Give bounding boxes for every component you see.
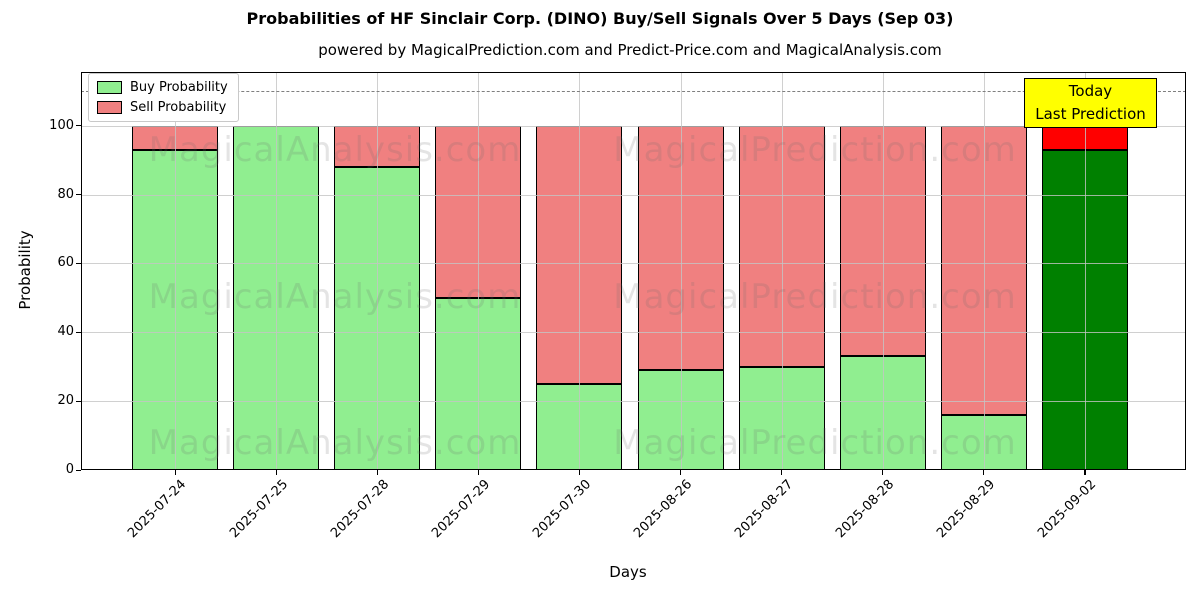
gridline-horizontal	[81, 194, 1186, 196]
chart-subtitle: powered by MagicalPrediction.com and Pre…	[318, 41, 942, 59]
gridline-vertical	[579, 72, 581, 470]
sell-color-swatch	[97, 101, 122, 114]
gridline-vertical	[478, 72, 480, 470]
legend-label-buy: Buy Probability	[130, 80, 228, 95]
x-tick-mark	[781, 470, 783, 475]
x-tick-label: 2025-07-25	[226, 477, 291, 542]
x-tick-label: 2025-07-28	[327, 477, 392, 542]
gridline-vertical	[680, 72, 682, 470]
y-tick-mark	[76, 125, 81, 127]
watermark-text: MagicalPrediction.com	[613, 130, 1017, 170]
x-tick-label: 2025-08-27	[732, 477, 797, 542]
legend-label-sell: Sell Probability	[130, 100, 227, 115]
x-tick-mark	[275, 470, 277, 475]
legend-entry-buy: Buy Probability	[97, 80, 228, 95]
y-tick-label: 80	[57, 186, 74, 202]
x-tick-label: 2025-07-30	[529, 477, 595, 542]
today-annotation-box: Today Last Prediction	[1024, 78, 1157, 128]
gridline-horizontal	[81, 401, 1186, 403]
gridline-horizontal	[81, 125, 1186, 127]
gridline-vertical	[983, 72, 985, 470]
x-tick-mark	[983, 470, 985, 475]
legend-entry-sell: Sell Probability	[97, 100, 228, 115]
gridline-vertical	[276, 72, 278, 470]
gridline-vertical	[377, 72, 379, 470]
y-tick-mark	[76, 469, 81, 471]
buy-color-swatch	[97, 81, 122, 94]
y-tick-mark	[76, 194, 81, 196]
gridline-vertical	[781, 72, 783, 470]
x-tick-mark	[1084, 470, 1086, 475]
watermark-text: MagicalAnalysis.com	[148, 277, 522, 317]
plot-area	[81, 72, 1186, 470]
x-tick-label: 2025-08-28	[833, 477, 898, 542]
chart-title: Probabilities of HF Sinclair Corp. (DINO…	[246, 9, 954, 28]
gridline-vertical	[1084, 72, 1086, 470]
y-tick-label: 40	[57, 324, 74, 340]
x-tick-mark	[376, 470, 378, 475]
y-tick-label: 0	[65, 462, 74, 477]
gridline-vertical	[882, 72, 884, 470]
reference-dashed-line	[81, 91, 1186, 93]
today-annotation-line1: Today	[1068, 81, 1113, 100]
gridline-horizontal	[81, 332, 1186, 334]
gridline-vertical	[175, 72, 176, 470]
x-tick-mark	[174, 470, 176, 475]
watermark-text: MagicalAnalysis.com	[148, 130, 522, 170]
x-tick-mark	[578, 470, 581, 475]
y-tick-label: 60	[57, 255, 74, 271]
y-tick-mark	[76, 262, 81, 265]
x-tick-mark	[882, 470, 884, 475]
watermark-text: MagicalPrediction.com	[613, 423, 1017, 463]
y-tick-label: 20	[57, 393, 74, 409]
y-tick-mark	[76, 400, 81, 402]
x-tick-label: 2025-08-26	[631, 477, 696, 542]
watermark-text: MagicalPrediction.com	[613, 277, 1017, 317]
x-tick-label: 2025-08-29	[934, 477, 999, 542]
y-tick-mark	[76, 331, 81, 333]
x-tick-mark	[680, 470, 682, 475]
legend-box: Buy Probability Sell Probability	[88, 73, 239, 122]
x-tick-label: 2025-09-02	[1035, 477, 1100, 542]
gridline-horizontal	[81, 263, 1186, 265]
x-tick-label: 2025-07-24	[125, 477, 190, 542]
x-tick-mark	[477, 470, 479, 475]
y-tick-label: 100	[49, 117, 74, 133]
today-annotation-line2: Last Prediction	[1035, 105, 1146, 123]
x-axis-label: Days	[609, 563, 647, 581]
watermark-text: MagicalAnalysis.com	[148, 423, 522, 463]
x-tick-label: 2025-07-29	[428, 477, 493, 542]
